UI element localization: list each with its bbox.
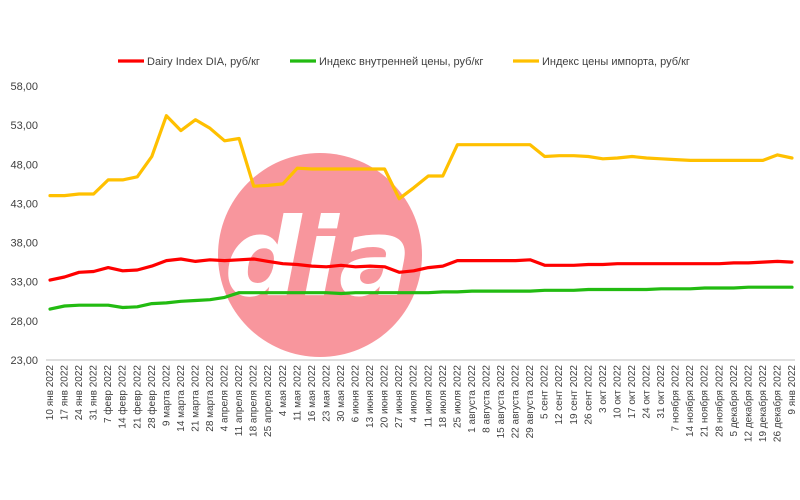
y-tick-label: 28,00	[10, 316, 38, 328]
x-tick-label: 12 сент 2022	[554, 365, 565, 425]
x-tick-label: 5 декабря 2022	[728, 365, 740, 437]
x-tick-label: 11 мая 2022	[292, 365, 303, 421]
x-tick-label: 25 июля 2022	[452, 365, 463, 428]
x-axis: 10 янв 2022 17 янв 2022 24 янв 2022 31 янв …	[45, 365, 798, 443]
x-tick-label: 14 марта 2022	[176, 365, 187, 432]
y-tick-label: 43,00	[10, 198, 38, 210]
y-tick-label: 58,00	[10, 81, 38, 93]
y-tick-label: 48,00	[10, 159, 38, 171]
x-tick-label: 31 янв 2022	[89, 365, 100, 421]
x-tick-label: 14 февр 2022	[117, 365, 129, 429]
series-line-2	[48, 285, 794, 311]
x-tick-label: 21 марта 2022	[190, 365, 201, 432]
x-tick-label: 24 окт 2022	[642, 365, 653, 419]
x-tick-label: 4 июля 2022	[409, 365, 420, 423]
x-tick-label: 7 ноября 2022	[670, 365, 682, 432]
x-tick-label: 29 августа 2022	[525, 365, 536, 439]
x-tick-label: 30 мая 2022	[336, 365, 347, 422]
x-tick-label: 31 окт 2022	[656, 365, 667, 419]
y-tick-label: 53,00	[10, 120, 38, 132]
x-tick-label: 3 окт 2022	[598, 365, 609, 413]
y-tick-label: 38,00	[10, 238, 38, 250]
x-tick-label: 10 окт 2022	[612, 365, 623, 419]
x-tick-label: 7 февр 2022	[102, 365, 114, 423]
x-tick-label: 10 янв 2022	[45, 365, 56, 421]
x-tick-label: 22 августа 2022	[511, 365, 522, 439]
x-tick-label: 11 апреля 2022	[234, 365, 245, 437]
legend-label-3: Индекс цены импорта, руб/кг	[542, 56, 690, 68]
x-tick-label: 18 июля 2022	[438, 365, 449, 428]
x-tick-label: 13 июня 2022	[365, 365, 376, 428]
x-tick-label: 28 ноября 2022	[713, 365, 725, 437]
legend-label-2: Индекс внутренней цены, руб/кг	[319, 56, 483, 68]
series-lines	[48, 114, 794, 311]
series-line-1	[48, 257, 794, 282]
x-tick-label: 28 марта 2022	[205, 365, 216, 432]
x-tick-label: 28 февр 2022	[146, 365, 158, 429]
x-tick-label: 17 окт 2022	[627, 365, 638, 419]
x-tick-label: 25 апреля 2022	[263, 365, 274, 437]
y-tick-label: 33,00	[10, 277, 38, 289]
x-tick-label: 19 сент 2022	[569, 365, 580, 425]
x-tick-label: 24 янв 2022	[74, 365, 85, 421]
legend-label-1: Dairy Index DIA, руб/кг	[147, 56, 260, 68]
x-tick-label: 16 мая 2022	[307, 365, 318, 422]
x-tick-label: 9 янв 2022	[787, 365, 798, 415]
x-tick-label: 26 сент 2022	[583, 365, 594, 425]
x-tick-label: 15 августа 2022	[496, 365, 507, 439]
x-tick-label: 23 мая 2022	[321, 365, 332, 422]
x-tick-label: 18 апреля 2022	[249, 365, 260, 437]
legend: Dairy Index DIA, руб/кг Индекс внутренней…	[118, 56, 690, 68]
x-tick-label: 8 августа 2022	[481, 365, 492, 433]
y-axis: 23,00 28,00 33,00 38,00 43,00 48,00 53,00 58,00	[10, 81, 38, 367]
series-line-3	[48, 114, 794, 201]
x-tick-label: 27 июня 2022	[394, 365, 405, 428]
x-tick-label: 21 февр 2022	[131, 365, 143, 429]
x-tick-label: 26 декабря 2022	[771, 365, 783, 443]
x-tick-label: 1 августа 2022	[467, 365, 478, 433]
y-tick-label: 23,00	[10, 355, 38, 367]
x-tick-label: 4 апреля 2022	[220, 365, 231, 432]
x-tick-label: 19 декабря 2022	[757, 365, 769, 443]
x-tick-label: 20 июня 2022	[380, 365, 391, 428]
x-tick-label: 14 ноября 2022	[684, 365, 696, 437]
x-tick-label: 9 марта 2022	[161, 365, 172, 427]
x-tick-label: 4 мая 2022	[278, 365, 289, 417]
x-tick-label: 11 июля 2022	[423, 365, 434, 428]
x-tick-label: 21 ноября 2022	[699, 365, 711, 437]
logo-circle	[218, 153, 422, 357]
x-tick-label: 6 июня 2022	[351, 365, 362, 423]
x-tick-label: 12 декабря 2022	[742, 365, 754, 443]
x-tick-label: 5 сент 2022	[540, 365, 551, 419]
x-tick-label: 17 янв 2022	[60, 365, 71, 421]
